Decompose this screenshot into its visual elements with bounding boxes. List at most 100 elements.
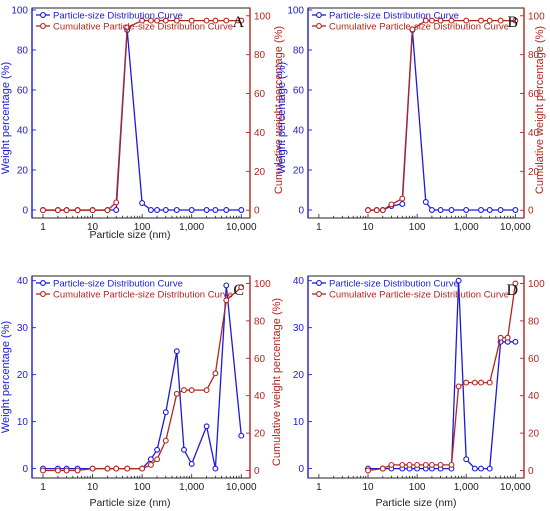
data-point [139,200,146,206]
y2-axis-label: Cumulative weight percentage (%) [271,298,283,466]
series-line [43,286,242,472]
data-point [124,24,131,31]
panel-letter: D [506,282,518,299]
legend-entry: Particle-size Distribution Curve [53,279,183,290]
data-point [104,207,111,214]
data-point [162,409,169,416]
series-cumulative [365,280,519,474]
data-point [154,456,161,463]
data-point [448,207,455,213]
data-point [388,201,395,208]
legend-entry: Cumulative Particle-size Distribution Cu… [53,22,233,33]
series-line [43,19,242,211]
y-tick-label: 20 [17,370,29,381]
legend-marker [40,12,46,18]
legend-marker [316,280,322,286]
data-point [223,282,230,289]
y-tick-label: 0 [298,206,304,217]
y-tick-label: 20 [17,166,29,177]
y-tick-label: 100 [11,6,28,17]
data-point [223,297,230,304]
y-tick-label: 40 [17,126,29,137]
y2-tick-label: 60 [254,89,266,100]
series-cumulative [40,284,245,474]
x-tick-label: 10,000 [500,482,531,493]
legend-entry: Particle-size Distribution Curve [53,11,183,22]
x-tick-label: 10 [87,222,99,233]
data-point [409,26,416,33]
panel-b: 1 10 100 1,000 10,000 0 20 40 60 80 100 0 20 40 60 80 10… [276,6,546,234]
x-tick-label: 1 [316,222,322,233]
x-axis-label: Particle size (nm) [89,229,170,241]
data-point [437,17,444,24]
x-tick-label: 10 [362,482,374,493]
y-tick-label: 20 [293,166,305,177]
panel-letter: A [232,14,244,31]
y2-tick-label: 0 [528,466,534,477]
data-point [437,461,444,468]
data-point [238,207,245,213]
y-tick-label: 40 [293,126,305,137]
data-point [104,465,111,472]
data-point [373,207,380,214]
data-point [89,207,96,214]
series-line [368,29,516,211]
series-cumulative [365,17,519,214]
legend: Particle-size Distribution CurveCumulati… [312,11,509,33]
data-point [139,17,146,24]
data-point [414,461,421,468]
data-point [406,461,413,468]
data-point [399,461,406,468]
legend-marker [316,23,322,29]
y-tick-label: 0 [22,464,28,475]
x-tick-label: 1,000 [179,222,204,233]
data-point [428,17,435,24]
data-point [188,460,195,467]
data-point [422,199,429,205]
data-point [173,348,180,355]
legend-marker [316,291,322,297]
y2-axis-label: Cumulative weight percentage (%) [534,26,546,194]
series-distribution [40,27,245,213]
data-point [188,17,195,24]
x-tick-label: 100 [134,482,151,493]
data-point [448,17,455,24]
data-point [181,387,187,394]
y2-tick-label: 20 [528,429,540,440]
y-tick-label: 30 [17,323,29,334]
data-point [463,456,470,463]
data-point [113,199,120,206]
data-point [188,387,195,394]
x-axis-label: Particle size (nm) [89,497,170,509]
data-point [147,207,154,213]
data-point [63,467,70,474]
data-point [365,467,371,474]
y2-tick-label: 80 [528,316,540,327]
data-point [512,207,519,213]
data-point [504,334,511,341]
x-tick-label: 10,000 [226,222,257,233]
x-tick-label: 1,000 [179,482,204,493]
y-tick-label: 30 [293,323,305,334]
data-point [486,17,493,24]
x-tick-label: 10 [87,482,99,493]
y-axis-label: Weight percentage (%) [0,321,12,433]
data-point [365,207,371,214]
data-point [471,379,478,386]
data-point [478,465,484,472]
data-point [113,465,120,472]
data-point [478,207,484,213]
data-point [203,387,210,394]
data-point [238,432,245,439]
data-point [212,465,219,472]
x-tick-label: 1 [40,222,46,233]
y2-tick-label: 80 [254,50,266,61]
x-tick-label: 1 [316,482,322,493]
data-point [388,461,395,468]
y2-tick-label: 20 [528,167,540,178]
data-point [463,379,470,386]
data-point [422,461,429,468]
data-point [54,467,61,474]
data-point [113,207,120,213]
